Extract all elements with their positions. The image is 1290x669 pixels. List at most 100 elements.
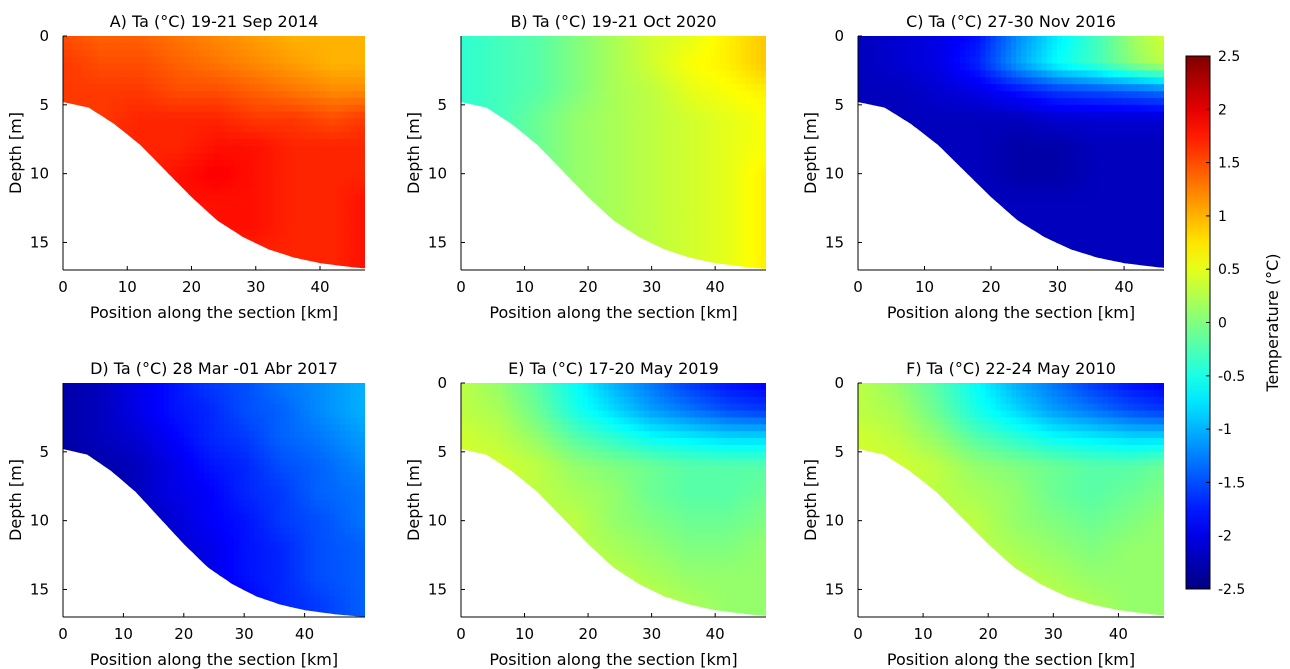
- heat-cell: [949, 132, 956, 140]
- heat-cell: [339, 70, 346, 78]
- heat-cell: [1138, 91, 1145, 99]
- heat-cell: [547, 70, 554, 78]
- heat-cell: [354, 249, 361, 257]
- heat-cell: [153, 97, 160, 106]
- heat-cell: [694, 42, 701, 51]
- heat-cell: [542, 36, 549, 44]
- heat-cell: [501, 104, 508, 113]
- heat-cell: [572, 42, 579, 51]
- heat-cell: [720, 159, 726, 168]
- heat-cell: [649, 118, 655, 127]
- heat-cell: [506, 42, 513, 51]
- heat-cell: [304, 194, 311, 202]
- heat-cell: [279, 70, 286, 78]
- heat-cell: [628, 84, 635, 92]
- heat-cell: [1021, 125, 1027, 133]
- heat-cell: [354, 132, 361, 140]
- heat-cell: [244, 194, 250, 202]
- heat-cell: [511, 111, 518, 120]
- heat-cell: [103, 249, 109, 257]
- heat-cell: [511, 180, 518, 189]
- heat-cell: [183, 187, 190, 195]
- heat-cell: [745, 104, 752, 113]
- heat-cell: [128, 77, 135, 85]
- heat-cell: [214, 125, 220, 133]
- heat-cell: [659, 173, 665, 182]
- heat-cell: [178, 166, 185, 175]
- heat-cell: [83, 173, 89, 182]
- heat-cell: [1143, 56, 1150, 65]
- heat-cell: [188, 63, 195, 72]
- heat-cell: [659, 56, 665, 65]
- heat-cell: [123, 180, 130, 189]
- heat-cell: [689, 125, 696, 133]
- heat-cell: [522, 201, 528, 209]
- heat-cell: [234, 166, 240, 175]
- heat-cell: [324, 159, 331, 168]
- heat-cell: [344, 36, 351, 44]
- heat-cell: [608, 91, 615, 99]
- heat-cell: [1041, 42, 1048, 51]
- heat-cell: [178, 49, 185, 58]
- heat-cell: [304, 159, 311, 168]
- heat-cell: [138, 249, 145, 257]
- heat-cell: [659, 187, 665, 195]
- heat-cell: [98, 139, 104, 147]
- heat-cell: [745, 56, 752, 65]
- heat-cell: [481, 166, 488, 175]
- heat-cell: [188, 242, 195, 250]
- heat-cell: [760, 77, 766, 85]
- heat-cell: [588, 166, 594, 175]
- heat-cell: [461, 242, 467, 250]
- heat-cell: [83, 221, 89, 230]
- heat-cell: [511, 214, 518, 223]
- heat-cell: [289, 42, 296, 51]
- heat-cell: [522, 208, 528, 216]
- heat-cell: [699, 235, 706, 244]
- heat-cell: [760, 214, 766, 223]
- heat-cell: [975, 56, 981, 65]
- heat-cell: [198, 208, 205, 216]
- heat-cell: [329, 235, 336, 244]
- heat-cell: [481, 214, 488, 223]
- heat-cell: [224, 235, 230, 244]
- heat-cell: [163, 77, 170, 85]
- heat-cell: [198, 194, 205, 202]
- heat-cell: [314, 104, 321, 113]
- heat-cell: [710, 249, 716, 257]
- heat-cell: [598, 173, 604, 182]
- heat-cell: [567, 125, 574, 133]
- heat-cell: [1133, 77, 1140, 85]
- heat-cell: [198, 159, 205, 168]
- heat-cell: [193, 166, 200, 175]
- heat-cell: [224, 153, 230, 161]
- heat-cell: [669, 125, 676, 133]
- heat-cell: [720, 84, 726, 92]
- heat-cell: [183, 173, 190, 182]
- heat-cell: [153, 256, 160, 264]
- heat-cell: [319, 242, 326, 250]
- heat-cell: [214, 214, 220, 223]
- heat-cell: [289, 159, 296, 168]
- heat-cell: [173, 201, 180, 209]
- heat-cell: [88, 187, 94, 195]
- heat-cell: [68, 228, 74, 237]
- heat-cell: [755, 201, 762, 209]
- heat-cell: [664, 42, 671, 51]
- heat-cell: [522, 242, 528, 250]
- heat-cell: [664, 36, 671, 44]
- heat-cell: [863, 118, 869, 127]
- heat-cell: [158, 36, 165, 44]
- heat-cell: [359, 42, 365, 51]
- heat-cell: [975, 91, 981, 99]
- heat-cell: [73, 84, 79, 92]
- heat-cell: [659, 201, 665, 209]
- heat-cell: [1005, 91, 1012, 99]
- heat-cell: [466, 125, 472, 133]
- heat-cell: [659, 42, 665, 51]
- heat-cell: [299, 104, 306, 113]
- heat-cell: [705, 146, 711, 154]
- heat-cell: [603, 166, 610, 175]
- heat-cell: [1072, 77, 1078, 85]
- heat-cell: [118, 63, 124, 72]
